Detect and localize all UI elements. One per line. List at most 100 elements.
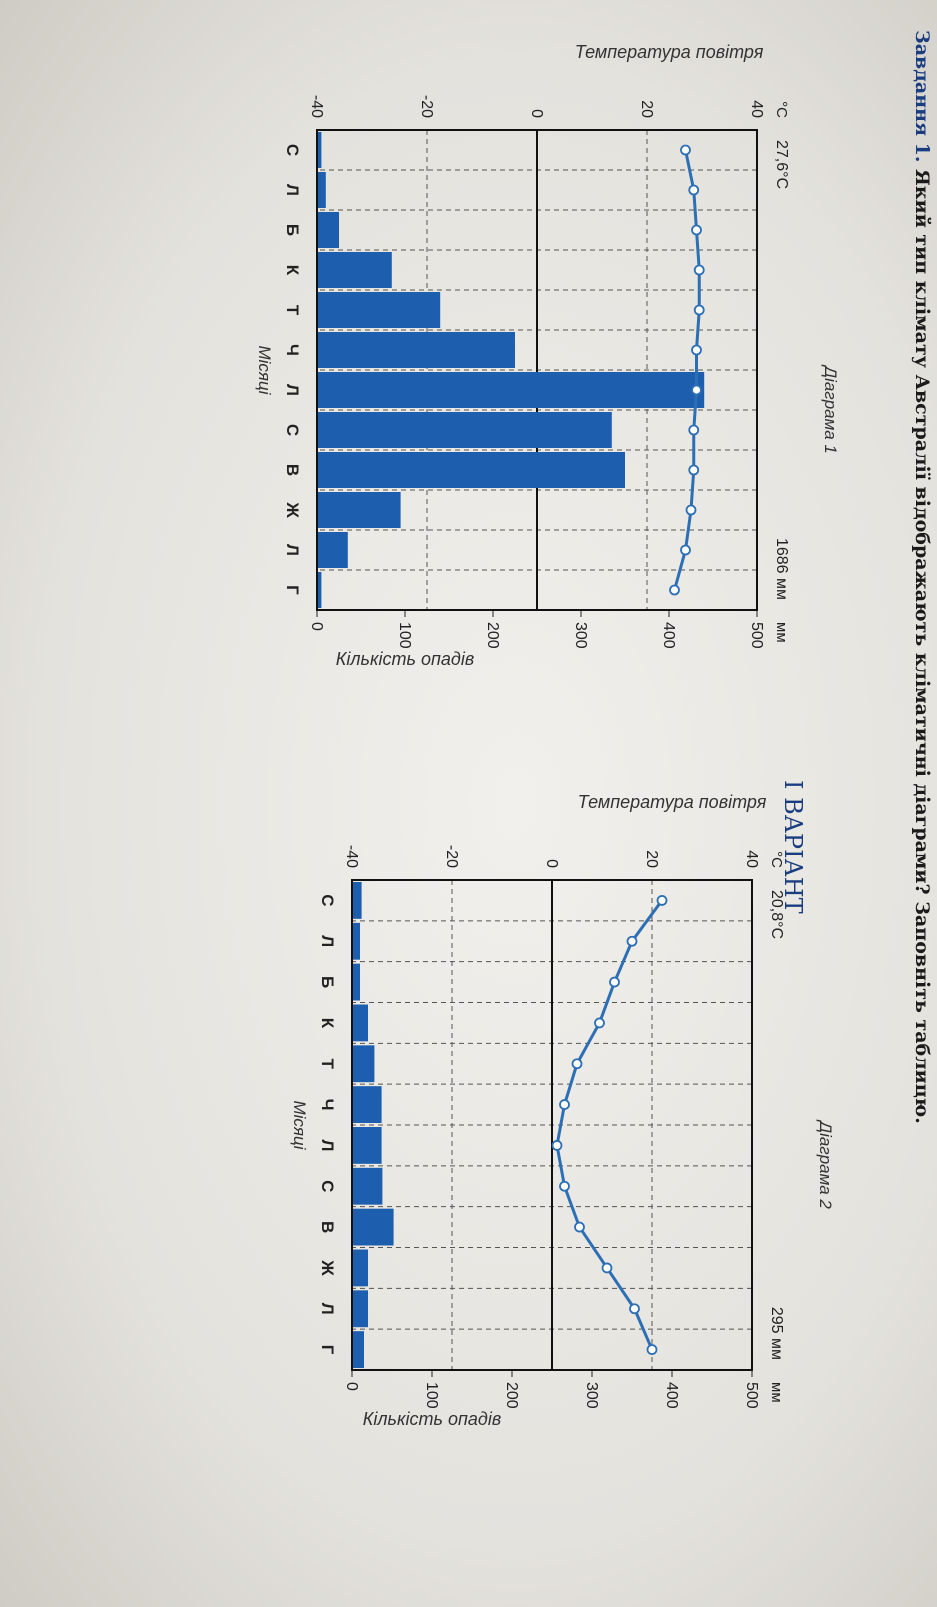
plot-frame xyxy=(316,129,758,611)
precip-bar xyxy=(352,922,360,960)
precip-bar xyxy=(316,372,705,408)
temp-point xyxy=(646,1344,658,1355)
temp-point xyxy=(551,1140,563,1151)
month-label: Г xyxy=(318,1345,337,1355)
temp-tick-label: 40 xyxy=(748,100,765,118)
temp-tick-label: -20 xyxy=(443,845,460,868)
precip-tick-label: 200 xyxy=(503,1382,520,1409)
temp-tick-label: 0 xyxy=(528,109,545,118)
month-label: Б xyxy=(318,976,337,988)
temp-point xyxy=(626,935,638,947)
precip-bar xyxy=(351,882,362,919)
temp-point xyxy=(609,976,620,988)
precip-bar xyxy=(351,1127,382,1164)
precip-bar xyxy=(352,1290,368,1328)
precip-unit: мм xyxy=(773,622,790,643)
months-axis-title: Місяці xyxy=(290,1100,309,1150)
temp-line xyxy=(555,899,664,1351)
temp-point xyxy=(688,464,700,476)
precip-bar xyxy=(352,1167,383,1205)
precip-bar xyxy=(316,172,326,208)
temp-point xyxy=(680,544,691,556)
temp-point xyxy=(574,1221,585,1233)
month-label: В xyxy=(283,464,302,476)
annual-temp-label: 20,8°C xyxy=(768,890,785,939)
temp-line xyxy=(673,149,701,591)
temp-point xyxy=(571,1058,583,1070)
precip-bar xyxy=(317,452,625,488)
precip-bar xyxy=(316,532,348,568)
temp-unit: °C xyxy=(768,851,785,868)
temp-point xyxy=(559,1180,570,1192)
precip-bar xyxy=(351,1208,394,1246)
month-label: Л xyxy=(283,544,302,556)
temp-point xyxy=(691,344,702,356)
precip-bar xyxy=(351,1086,382,1123)
temp-point xyxy=(601,1262,613,1274)
month-label: Ж xyxy=(318,1259,337,1276)
precip-tick-label: 0 xyxy=(343,1382,360,1391)
month-label: В xyxy=(318,1221,337,1233)
temp-tick-label: 40 xyxy=(743,850,760,868)
precip-axis-title: Кількість опадів xyxy=(336,649,474,669)
precip-tick-label: 200 xyxy=(484,622,501,649)
precip-bar xyxy=(317,332,515,368)
month-label: Л xyxy=(318,935,337,947)
month-label: Т xyxy=(318,1059,337,1070)
temp-tick-label: -40 xyxy=(343,845,360,868)
precip-bar xyxy=(317,212,339,248)
precip-tick-label: 400 xyxy=(660,622,677,649)
temp-point xyxy=(688,184,700,196)
temp-point xyxy=(656,895,668,906)
month-label: Ч xyxy=(318,1099,337,1111)
month-label: Б xyxy=(283,224,302,236)
temp-tick-label: -40 xyxy=(308,95,325,118)
annual-precip-label: 295 мм xyxy=(768,1307,785,1360)
precip-unit: мм xyxy=(768,1382,785,1403)
month-label: С xyxy=(318,1180,337,1192)
temp-point xyxy=(680,144,691,156)
month-label: Ч xyxy=(283,344,302,356)
month-label: С xyxy=(283,424,302,436)
temp-point xyxy=(691,224,702,236)
temp-point xyxy=(559,1099,570,1110)
temp-axis-title: Температура повітря xyxy=(575,42,764,62)
precip-tick-label: 100 xyxy=(396,622,413,649)
precip-tick-label: 300 xyxy=(572,622,589,649)
precip-bar xyxy=(316,252,392,288)
temp-point xyxy=(594,1017,605,1029)
temp-tick-label: 0 xyxy=(543,859,560,868)
diagram-title: Діаграма 1 xyxy=(821,364,840,454)
temp-point xyxy=(693,264,705,276)
precip-bar xyxy=(317,412,612,448)
temp-point xyxy=(693,304,705,316)
month-label: Т xyxy=(283,305,302,316)
month-label: К xyxy=(318,1018,337,1029)
temp-point xyxy=(688,424,700,436)
temp-point xyxy=(685,504,697,516)
month-label: Л xyxy=(283,184,302,196)
annual-precip-label: 1686 мм xyxy=(773,538,790,600)
precip-bar xyxy=(317,292,441,328)
temp-tick-label: 20 xyxy=(638,100,655,118)
precip-bar xyxy=(316,492,401,528)
precip-bar xyxy=(352,963,360,1001)
precip-tick-label: 500 xyxy=(743,1382,760,1409)
temp-point xyxy=(669,584,680,596)
temp-unit: °C xyxy=(773,101,790,118)
month-label: Л xyxy=(283,384,302,396)
temp-point xyxy=(691,384,702,396)
precip-axis-title: Кількість опадів xyxy=(363,1409,501,1429)
precip-bar xyxy=(352,1331,364,1368)
temp-axis-title: Температура повітря xyxy=(578,792,767,812)
diagram-title: Діаграма 2 xyxy=(816,1119,835,1209)
precip-bar xyxy=(352,1045,375,1083)
annual-temp-label: 27,6°C xyxy=(773,140,790,189)
precip-tick-label: 300 xyxy=(583,1382,600,1409)
month-label: Л xyxy=(318,1139,337,1151)
precip-tick-label: 500 xyxy=(748,622,765,649)
precip-bar xyxy=(352,1249,368,1287)
